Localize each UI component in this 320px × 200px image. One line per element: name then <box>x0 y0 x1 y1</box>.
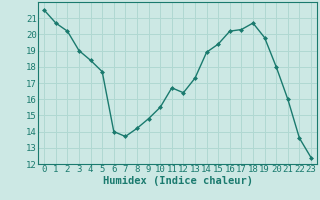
X-axis label: Humidex (Indice chaleur): Humidex (Indice chaleur) <box>103 176 252 186</box>
